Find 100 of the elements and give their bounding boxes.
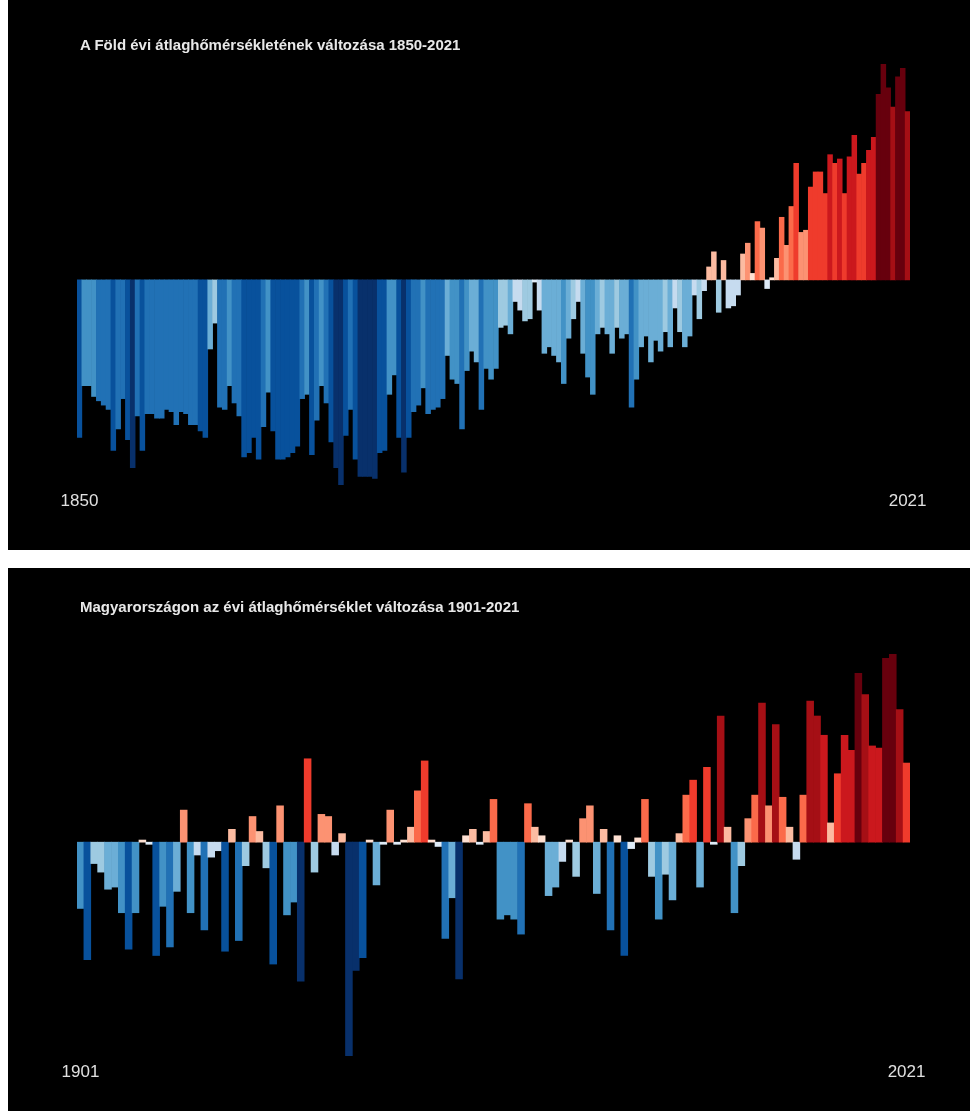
bar <box>837 158 843 281</box>
bar <box>764 279 770 289</box>
bar <box>765 805 773 843</box>
bar <box>299 279 305 399</box>
bar <box>502 279 509 326</box>
bar <box>904 111 910 281</box>
bar <box>410 279 417 412</box>
bar <box>420 760 429 843</box>
bar <box>531 826 539 843</box>
bar <box>459 279 465 430</box>
bar <box>226 279 233 387</box>
bar <box>613 835 622 843</box>
bar <box>902 762 910 843</box>
bar <box>96 279 102 402</box>
bar <box>723 826 732 843</box>
bar <box>396 279 402 438</box>
bar <box>115 279 121 430</box>
bar <box>144 279 150 415</box>
bar <box>628 279 635 408</box>
x-tick-label: 2021 <box>888 491 927 511</box>
bar <box>638 279 644 348</box>
bar <box>606 841 615 931</box>
bar <box>771 724 780 843</box>
bar <box>798 232 804 281</box>
bar <box>565 839 573 843</box>
bar <box>489 799 498 843</box>
bar <box>125 279 131 440</box>
bar <box>560 279 567 384</box>
bar <box>769 277 775 281</box>
bar <box>558 841 567 862</box>
bar <box>269 841 277 965</box>
x-tick-label: 2021 <box>887 1062 926 1082</box>
bar <box>619 279 625 339</box>
bar <box>358 841 367 958</box>
bar <box>634 837 642 843</box>
bar <box>427 839 436 843</box>
bar <box>580 279 586 354</box>
bar <box>444 279 451 356</box>
bar <box>448 841 456 899</box>
bar <box>517 841 525 935</box>
bar <box>778 796 787 843</box>
bar <box>100 279 107 406</box>
bar <box>833 773 842 843</box>
bar <box>117 841 126 914</box>
bar <box>376 279 383 453</box>
bar <box>407 826 415 843</box>
bar <box>793 162 799 281</box>
bar <box>599 829 608 843</box>
bar <box>365 839 374 843</box>
bar <box>393 841 401 845</box>
bar <box>152 841 160 956</box>
bar <box>310 841 319 873</box>
bar <box>331 841 339 856</box>
bar <box>235 841 243 941</box>
bar <box>138 839 147 843</box>
bar <box>386 809 395 843</box>
bar <box>83 841 92 961</box>
bar <box>105 279 112 410</box>
bar <box>641 799 649 843</box>
bar <box>783 245 790 281</box>
bar <box>498 279 504 328</box>
bar <box>749 273 756 281</box>
bar <box>507 279 514 335</box>
bar <box>462 835 470 843</box>
bar <box>870 137 877 281</box>
bar <box>703 767 711 843</box>
bar <box>134 279 141 417</box>
bar <box>207 279 213 350</box>
bar <box>289 279 296 453</box>
bar <box>343 279 349 436</box>
bar <box>745 242 751 281</box>
bar <box>689 779 697 843</box>
bar <box>861 694 870 843</box>
bar <box>710 841 718 845</box>
bar <box>720 260 727 281</box>
bar <box>129 279 136 469</box>
bar <box>313 279 320 421</box>
bar <box>221 279 228 410</box>
bar <box>200 841 209 931</box>
bar <box>751 794 759 843</box>
x-tick-label: 1850 <box>60 491 99 511</box>
bar <box>592 841 601 894</box>
bar <box>221 841 229 952</box>
bar <box>77 279 83 438</box>
bar <box>668 841 677 901</box>
bar <box>827 822 835 843</box>
bar <box>599 279 606 328</box>
chart-title: Magyarországon az évi átlaghőmérséklet változása 1901-2021 <box>80 598 520 615</box>
bar <box>482 831 491 843</box>
bar <box>654 841 663 920</box>
bar <box>657 279 664 352</box>
bar <box>318 279 325 387</box>
bar <box>754 221 761 281</box>
bar <box>661 841 670 875</box>
bar <box>406 279 412 438</box>
bar <box>401 279 407 473</box>
bar <box>785 826 794 843</box>
bar <box>186 841 195 914</box>
bar <box>827 154 833 281</box>
bar <box>677 279 683 333</box>
